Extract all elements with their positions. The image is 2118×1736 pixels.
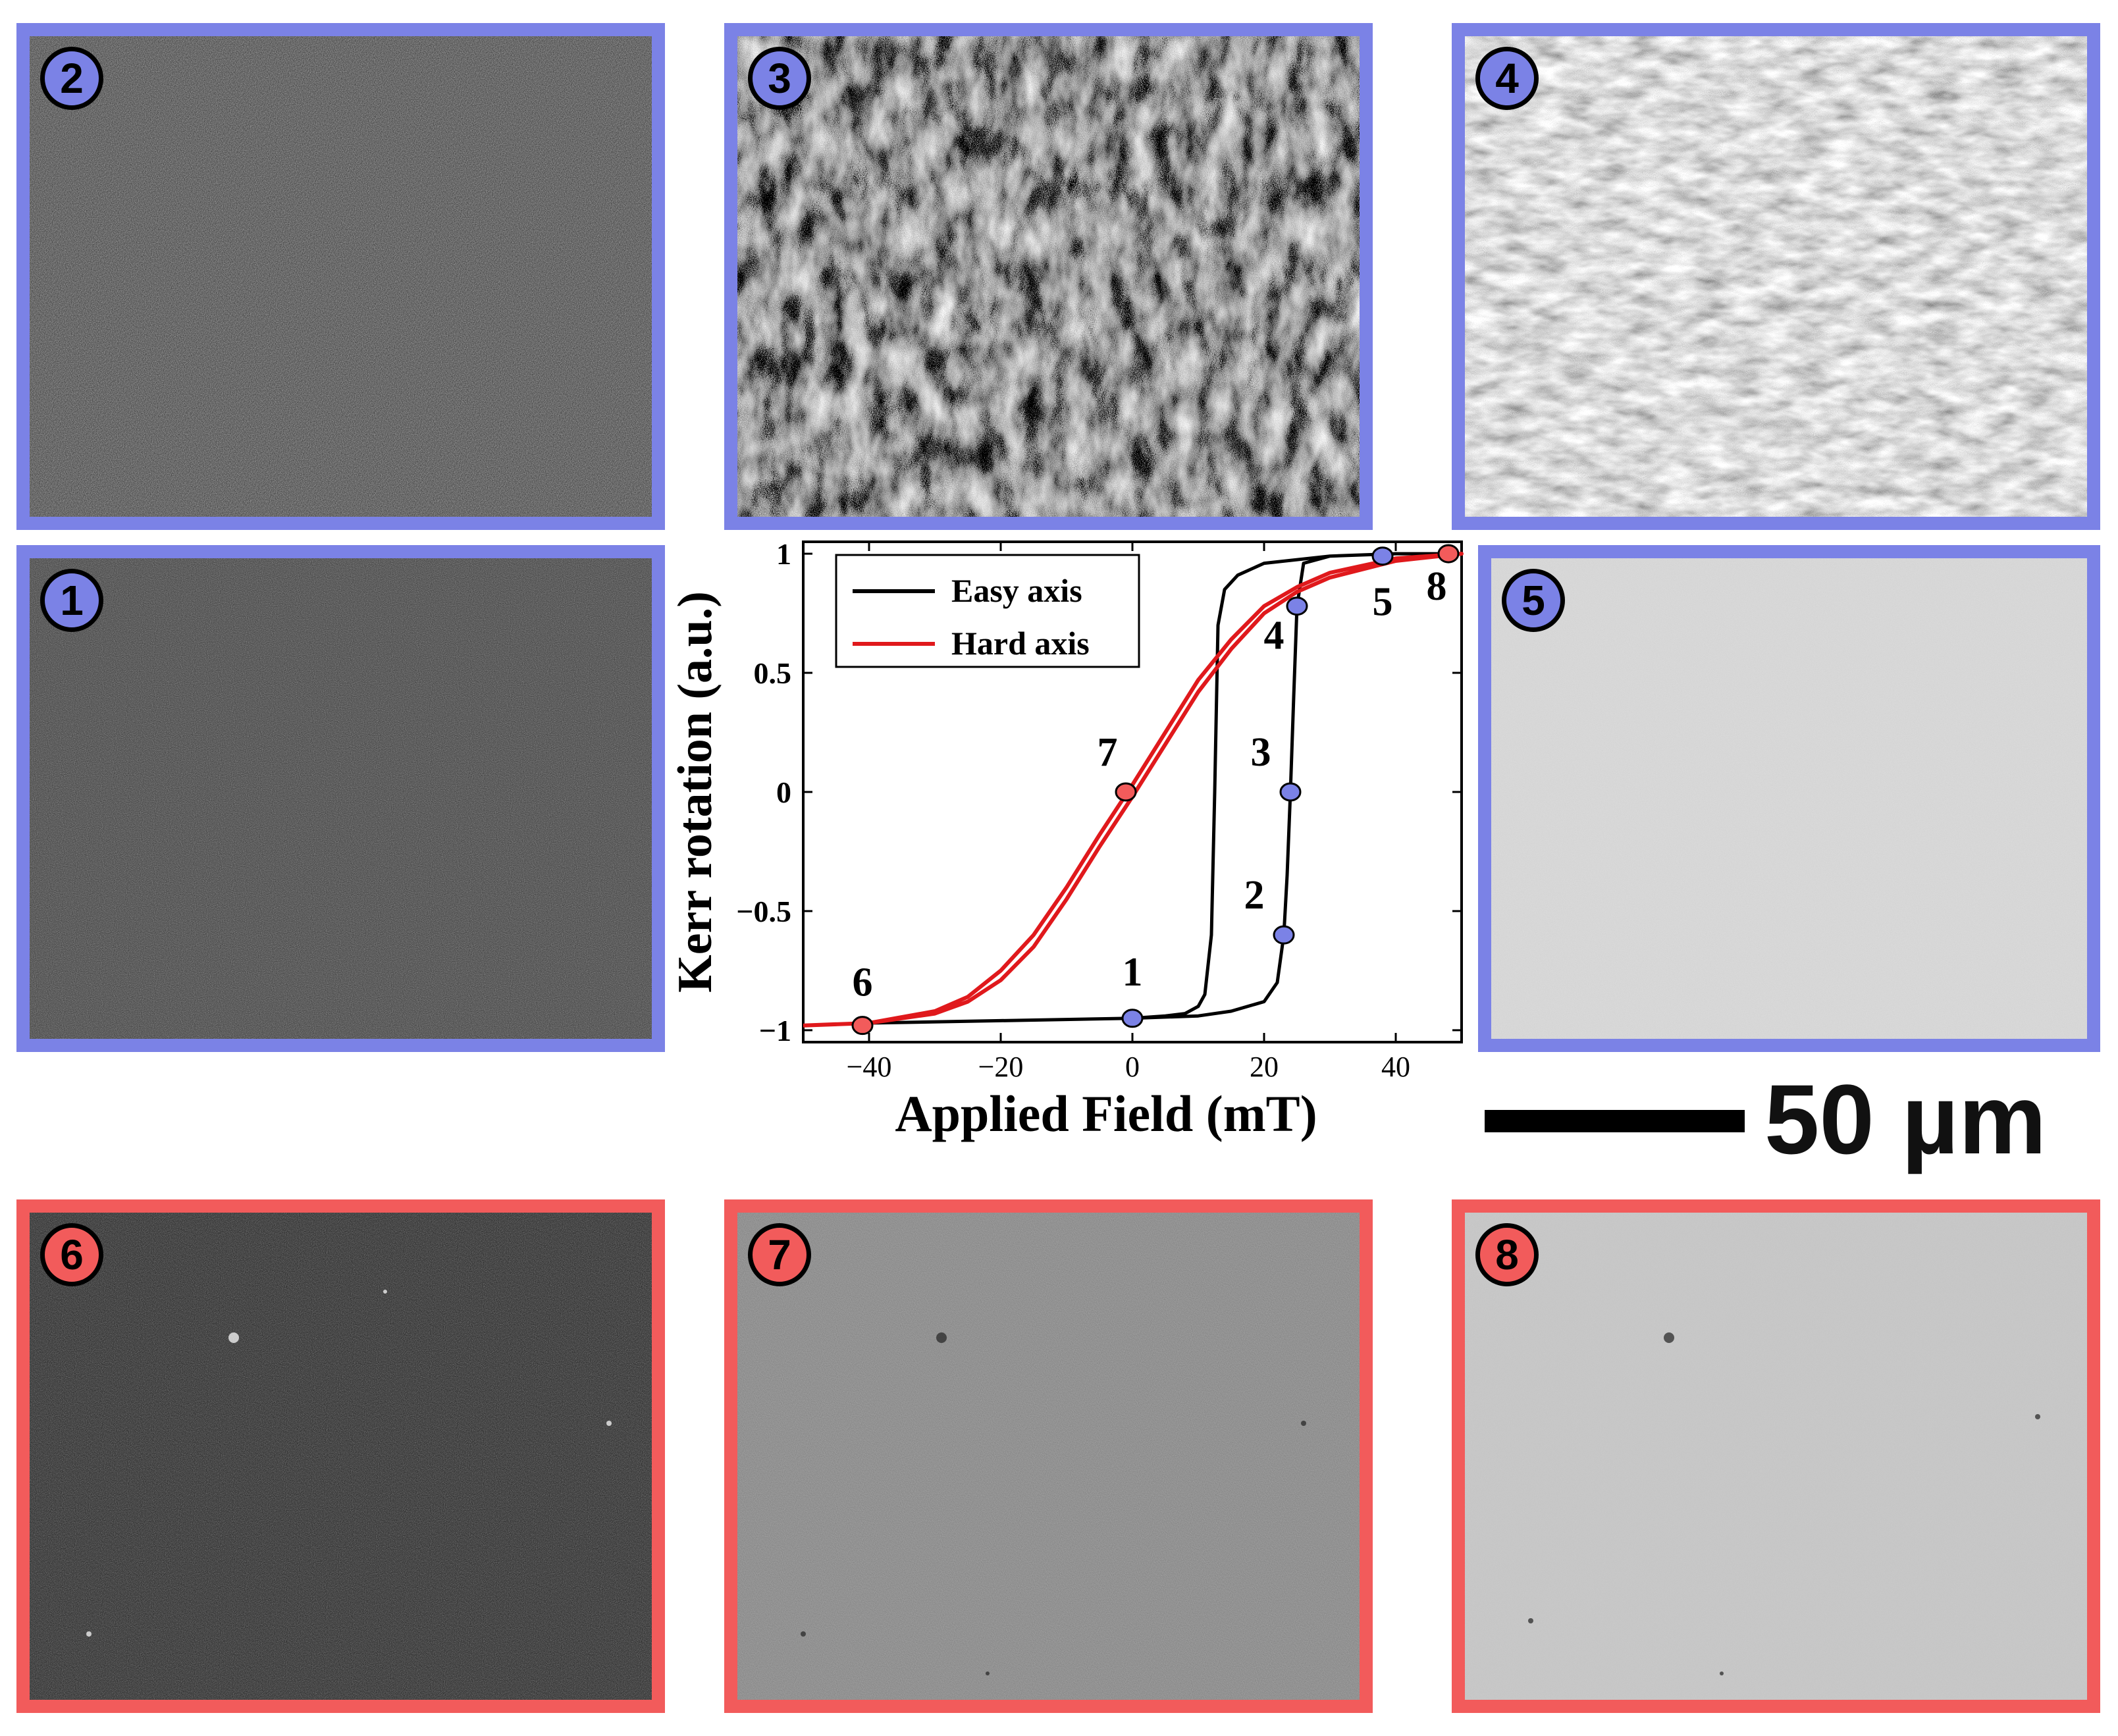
kerr-image-2 <box>30 36 652 517</box>
panel-badge-6: 6 <box>40 1223 103 1286</box>
x-axis-label: Applied Field (mT) <box>895 1085 1317 1142</box>
marker-point-3 <box>1279 782 1302 802</box>
legend-box <box>835 554 1140 668</box>
x-tick-label: 40 <box>1381 1051 1410 1083</box>
marker-label-4: 4 <box>1264 614 1284 658</box>
hard-axis-curve <box>803 552 1464 1028</box>
kerr-image-6 <box>30 1213 652 1700</box>
marker-point-8 <box>1437 544 1460 564</box>
panel-badge-1: 1 <box>40 569 103 632</box>
x-tick-label: −20 <box>978 1051 1024 1083</box>
scale-bar <box>1485 1110 1745 1132</box>
marker-point-5 <box>1371 546 1394 566</box>
panel-badge-8: 8 <box>1475 1223 1539 1286</box>
kerr-image-4 <box>1465 36 2087 517</box>
panel-badge-7: 7 <box>748 1223 811 1286</box>
kerr-image-panel-1: 1 <box>16 545 665 1052</box>
y-tick-label: 1 <box>776 537 791 571</box>
kerr-image-5 <box>1491 558 2087 1039</box>
y-tick-label: −0.5 <box>736 895 791 928</box>
marker-label-8: 8 <box>1427 564 1447 609</box>
marker-point-6 <box>851 1016 874 1036</box>
kerr-image-panel-2: 2 <box>16 23 665 530</box>
marker-point-4 <box>1286 596 1308 616</box>
scale-bar-label: 50 µm <box>1764 1064 2047 1174</box>
kerr-image-panel-4: 4 <box>1452 23 2100 530</box>
x-tick-label: 20 <box>1250 1051 1279 1083</box>
marker-label-3: 3 <box>1251 730 1271 775</box>
marker-label-1: 1 <box>1123 950 1143 995</box>
y-tick-label: 0 <box>776 776 791 809</box>
panel-badge-5: 5 <box>1502 569 1565 632</box>
marker-point-7 <box>1115 782 1137 802</box>
kerr-image-1 <box>30 558 652 1039</box>
x-tick-label: −40 <box>847 1051 892 1083</box>
kerr-image-7 <box>737 1213 1360 1700</box>
kerr-image-panel-8: 8 <box>1452 1199 2100 1713</box>
kerr-image-panel-6: 6 <box>16 1199 665 1713</box>
hysteresis-chart: −40 −20 0 20 40 −1 −0.5 0 0.5 1 Applied Field (mT)… <box>668 537 1464 1142</box>
marker-point-1 <box>1121 1009 1144 1028</box>
kerr-image-panel-7: 7 <box>724 1199 1373 1713</box>
panel-badge-3: 3 <box>748 47 811 110</box>
marker-label-7: 7 <box>1098 730 1118 775</box>
marker-point-2 <box>1273 925 1295 945</box>
kerr-image-panel-3: 3 <box>724 23 1373 530</box>
legend-label: Hard axis <box>951 625 1090 662</box>
kerr-image-3 <box>737 36 1360 517</box>
y-tick-label: −1 <box>759 1014 791 1047</box>
kerr-image-8 <box>1465 1213 2087 1700</box>
marker-label-5: 5 <box>1373 580 1393 625</box>
marker-label-2: 2 <box>1244 873 1265 918</box>
kerr-image-panel-5: 5 <box>1478 545 2100 1052</box>
y-axis-label: Kerr rotation (a.u.) <box>668 591 722 993</box>
panel-badge-4: 4 <box>1475 47 1539 110</box>
marker-label-6: 6 <box>853 960 873 1005</box>
y-tick-label: 0.5 <box>754 656 792 690</box>
legend-label: Easy axis <box>951 572 1082 609</box>
x-tick-label: 0 <box>1125 1051 1140 1083</box>
panel-badge-2: 2 <box>40 47 103 110</box>
